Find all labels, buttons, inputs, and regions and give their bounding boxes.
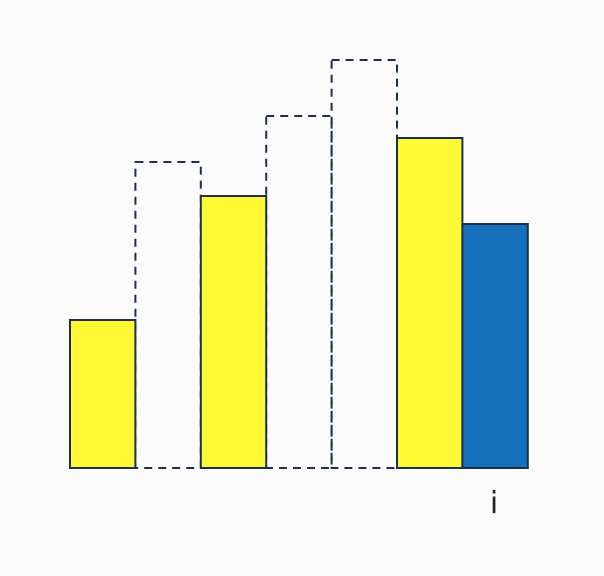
bars-group: [69, 59, 529, 469]
bar-5-filled: [396, 137, 464, 469]
index-pointer-label: i: [489, 486, 499, 521]
bar-1-empty: [134, 161, 202, 469]
bar-3-empty: [265, 115, 333, 469]
bar-6-current: [461, 223, 529, 469]
bar-0-filled: [69, 319, 137, 469]
bar-2-filled: [199, 195, 268, 469]
bar-4-empty: [330, 59, 399, 469]
